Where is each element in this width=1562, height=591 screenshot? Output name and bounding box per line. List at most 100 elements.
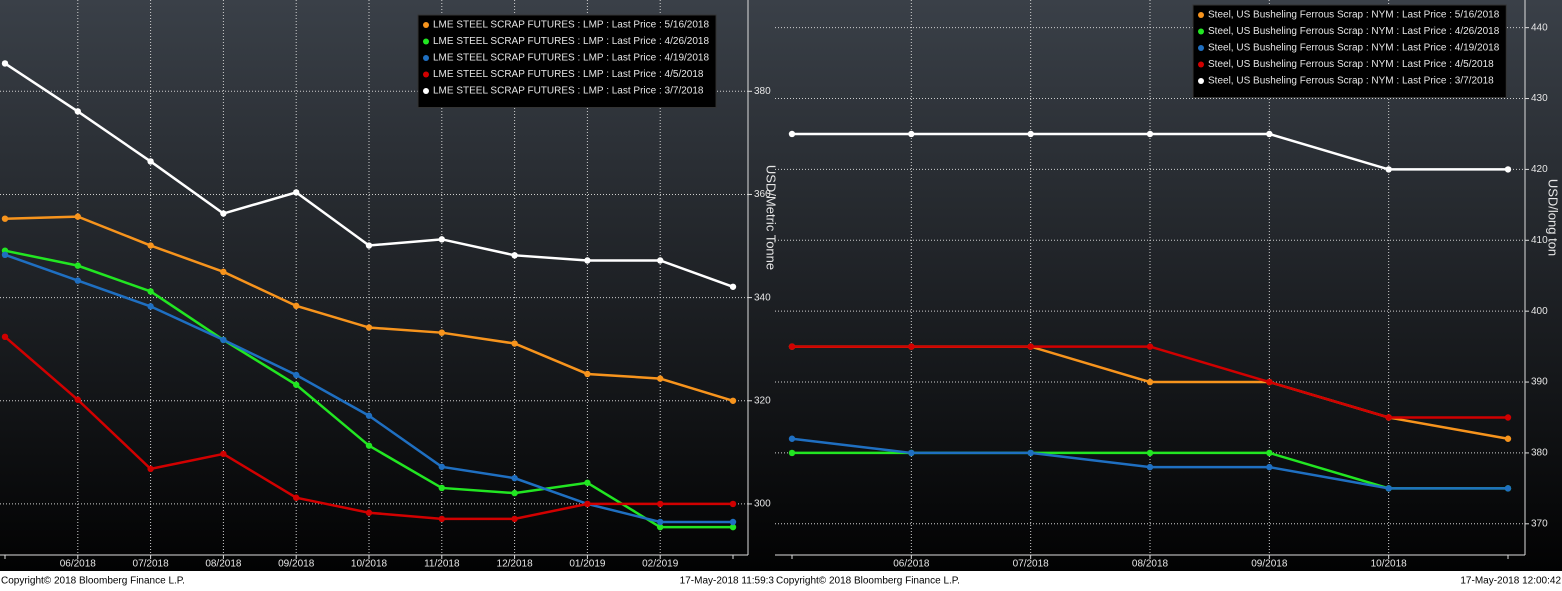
y-tick-label: 400 bbox=[1531, 306, 1548, 317]
data-point bbox=[788, 130, 796, 138]
timestamp: 17-May-2018 11:59:3 bbox=[680, 576, 775, 587]
copyright: Copyright© 2018 Bloomberg Finance L.P. bbox=[1, 576, 185, 587]
data-point bbox=[729, 518, 737, 526]
legend-box bbox=[1192, 4, 1507, 98]
data-point bbox=[1027, 449, 1034, 457]
data-point bbox=[511, 515, 518, 523]
y-tick-label: 370 bbox=[1531, 518, 1548, 529]
data-point bbox=[147, 465, 154, 473]
footer-bg bbox=[0, 571, 1562, 591]
data-point bbox=[511, 489, 518, 497]
x-tick-label: 10/2018 bbox=[1371, 559, 1408, 570]
legend-marker bbox=[423, 55, 429, 61]
x-tick-label: 06/2018 bbox=[893, 559, 930, 570]
x-tick-label: 09/2018 bbox=[278, 559, 315, 570]
data-point bbox=[584, 370, 591, 378]
x-tick-label: 12/2018 bbox=[497, 559, 534, 570]
data-point bbox=[1266, 378, 1273, 386]
data-point bbox=[584, 500, 591, 508]
data-point bbox=[147, 158, 154, 165]
y-tick-label: 360 bbox=[754, 189, 771, 200]
data-point bbox=[1146, 378, 1154, 386]
data-point bbox=[1146, 343, 1154, 350]
data-point bbox=[293, 189, 300, 196]
y-tick-label: 380 bbox=[1531, 448, 1548, 459]
data-point bbox=[1266, 130, 1273, 138]
data-point bbox=[729, 523, 737, 531]
data-point bbox=[908, 449, 915, 457]
data-point bbox=[1266, 463, 1273, 471]
data-point bbox=[788, 449, 796, 457]
data-point bbox=[1146, 463, 1154, 471]
data-point bbox=[788, 435, 796, 442]
data-point bbox=[584, 479, 591, 486]
legend-marker bbox=[1198, 12, 1204, 18]
x-tick-label: 01/2019 bbox=[569, 559, 606, 570]
data-point bbox=[1385, 485, 1392, 492]
data-point bbox=[293, 494, 300, 501]
legend-label: LME STEEL SCRAP FUTURES : LMP : Last Pri… bbox=[433, 86, 704, 97]
y-tick-label: 340 bbox=[754, 292, 771, 303]
x-tick-label: 10/2018 bbox=[351, 559, 388, 570]
data-point bbox=[74, 108, 82, 115]
data-point bbox=[438, 329, 445, 336]
y-tick-label: 380 bbox=[754, 86, 771, 97]
x-tick-label: 08/2018 bbox=[205, 559, 242, 570]
data-point bbox=[729, 397, 737, 404]
data-point bbox=[365, 442, 373, 449]
x-tick-label: 02/2019 bbox=[642, 559, 679, 570]
data-point bbox=[438, 236, 445, 243]
timestamp: 17-May-2018 12:00:42 bbox=[1460, 576, 1561, 587]
x-tick-label: 08/2018 bbox=[1132, 559, 1169, 570]
data-point bbox=[1504, 485, 1512, 492]
data-point bbox=[657, 257, 664, 264]
y-axis-label: USD/Metric Tonne bbox=[764, 165, 779, 270]
legend-label: LME STEEL SCRAP FUTURES : LMP : Last Pri… bbox=[433, 36, 709, 47]
legend-marker bbox=[1198, 45, 1204, 51]
legend-marker bbox=[423, 38, 429, 45]
data-point bbox=[1146, 130, 1154, 138]
legend-label: Steel, US Busheling Ferrous Scrap : NYM … bbox=[1208, 76, 1494, 87]
data-point bbox=[220, 268, 227, 276]
data-point bbox=[1, 60, 9, 67]
data-point bbox=[1385, 166, 1392, 173]
data-point bbox=[365, 242, 373, 249]
data-point bbox=[511, 340, 518, 347]
y-tick-label: 440 bbox=[1531, 22, 1548, 33]
data-point bbox=[293, 371, 300, 379]
data-point bbox=[511, 252, 518, 259]
x-tick-label: 07/2018 bbox=[133, 559, 170, 570]
data-point bbox=[293, 381, 300, 388]
x-tick-label: 07/2018 bbox=[1013, 559, 1050, 570]
data-point bbox=[147, 303, 154, 310]
legend-box bbox=[417, 14, 717, 108]
data-point bbox=[729, 283, 737, 290]
data-point bbox=[220, 210, 227, 217]
copyright: Copyright© 2018 Bloomberg Finance L.P. bbox=[776, 576, 960, 587]
data-point bbox=[1146, 449, 1154, 457]
y-tick-label: 390 bbox=[1531, 377, 1548, 388]
legend-label: Steel, US Busheling Ferrous Scrap : NYM … bbox=[1208, 10, 1500, 21]
data-point bbox=[1266, 449, 1273, 457]
data-point bbox=[74, 277, 82, 284]
data-point bbox=[1027, 130, 1034, 138]
legend-label: LME STEEL SCRAP FUTURES : LMP : Last Pri… bbox=[433, 20, 709, 31]
y-tick-label: 320 bbox=[754, 395, 771, 406]
data-point bbox=[1, 251, 9, 259]
data-point bbox=[74, 396, 82, 403]
y-tick-label: 300 bbox=[754, 499, 771, 510]
legend-label: LME STEEL SCRAP FUTURES : LMP : Last Pri… bbox=[433, 69, 704, 80]
data-point bbox=[908, 130, 915, 138]
data-point bbox=[220, 450, 227, 458]
data-point bbox=[729, 500, 737, 508]
data-point bbox=[1027, 343, 1034, 350]
data-point bbox=[1504, 414, 1512, 421]
legend-marker bbox=[423, 22, 429, 28]
legend-marker bbox=[1198, 78, 1204, 84]
data-point bbox=[1385, 414, 1392, 421]
data-point bbox=[74, 213, 82, 220]
data-point bbox=[220, 336, 227, 344]
legend-marker bbox=[423, 88, 429, 94]
data-point bbox=[74, 262, 82, 269]
